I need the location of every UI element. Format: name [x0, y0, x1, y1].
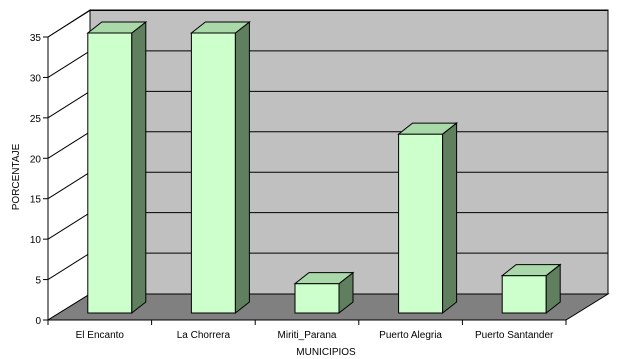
x-tick-label: El Encanto [76, 330, 125, 341]
gridline-side [47, 171, 91, 200]
bar [293, 271, 355, 315]
chart-side-wall [47, 9, 91, 321]
x-tick-label: La Chorrera [177, 330, 231, 341]
bar-front [398, 133, 444, 314]
bar-top [397, 122, 459, 135]
x-axis-title: MUNICIPIOS [296, 347, 356, 358]
bar-front [501, 275, 547, 314]
bar-top [86, 21, 148, 34]
bar-side [234, 20, 250, 315]
y-tick-label: 25 [30, 114, 42, 125]
y-tick-label: 30 [30, 73, 42, 84]
gridlines [47, 10, 608, 280]
bar-side [131, 20, 147, 315]
y-tick-label: 35 [30, 33, 42, 44]
bar [189, 20, 251, 315]
y-tick-label: 5 [35, 276, 41, 287]
bar [397, 122, 459, 315]
gridline-side [47, 252, 91, 280]
y-tick-label: 0 [35, 316, 41, 327]
gridline-side [47, 50, 91, 78]
bar-top [293, 272, 355, 285]
y-axis-title: PORCENTAJE [11, 143, 22, 210]
gridline-side [47, 212, 91, 240]
gridline-side [47, 10, 91, 38]
chart-back-wall [89, 9, 609, 295]
x-tick-label: Miriti_Parana [278, 330, 337, 341]
y-tick-label: 10 [30, 235, 42, 246]
bar [86, 20, 148, 315]
y-tick-label: 20 [30, 154, 42, 165]
x-axis: El Encanto La Chorrera Miriti_Parana Puerto… [47, 319, 567, 341]
bar-top [189, 21, 251, 34]
bars [86, 20, 562, 315]
bar-front [87, 32, 133, 314]
x-tick-label: Puerto Alegria [379, 330, 442, 341]
gridline-side [47, 131, 91, 159]
gridline-side [47, 90, 91, 119]
y-tick-label: 15 [30, 195, 42, 206]
x-tick-label: Puerto Santander [475, 330, 554, 341]
bar-front [294, 283, 340, 314]
bar-side [442, 122, 458, 315]
bar-front [190, 32, 236, 314]
bar-top [500, 264, 562, 277]
bar [500, 263, 562, 315]
y-axis: 0 5 10 15 20 25 30 35 [30, 33, 49, 327]
